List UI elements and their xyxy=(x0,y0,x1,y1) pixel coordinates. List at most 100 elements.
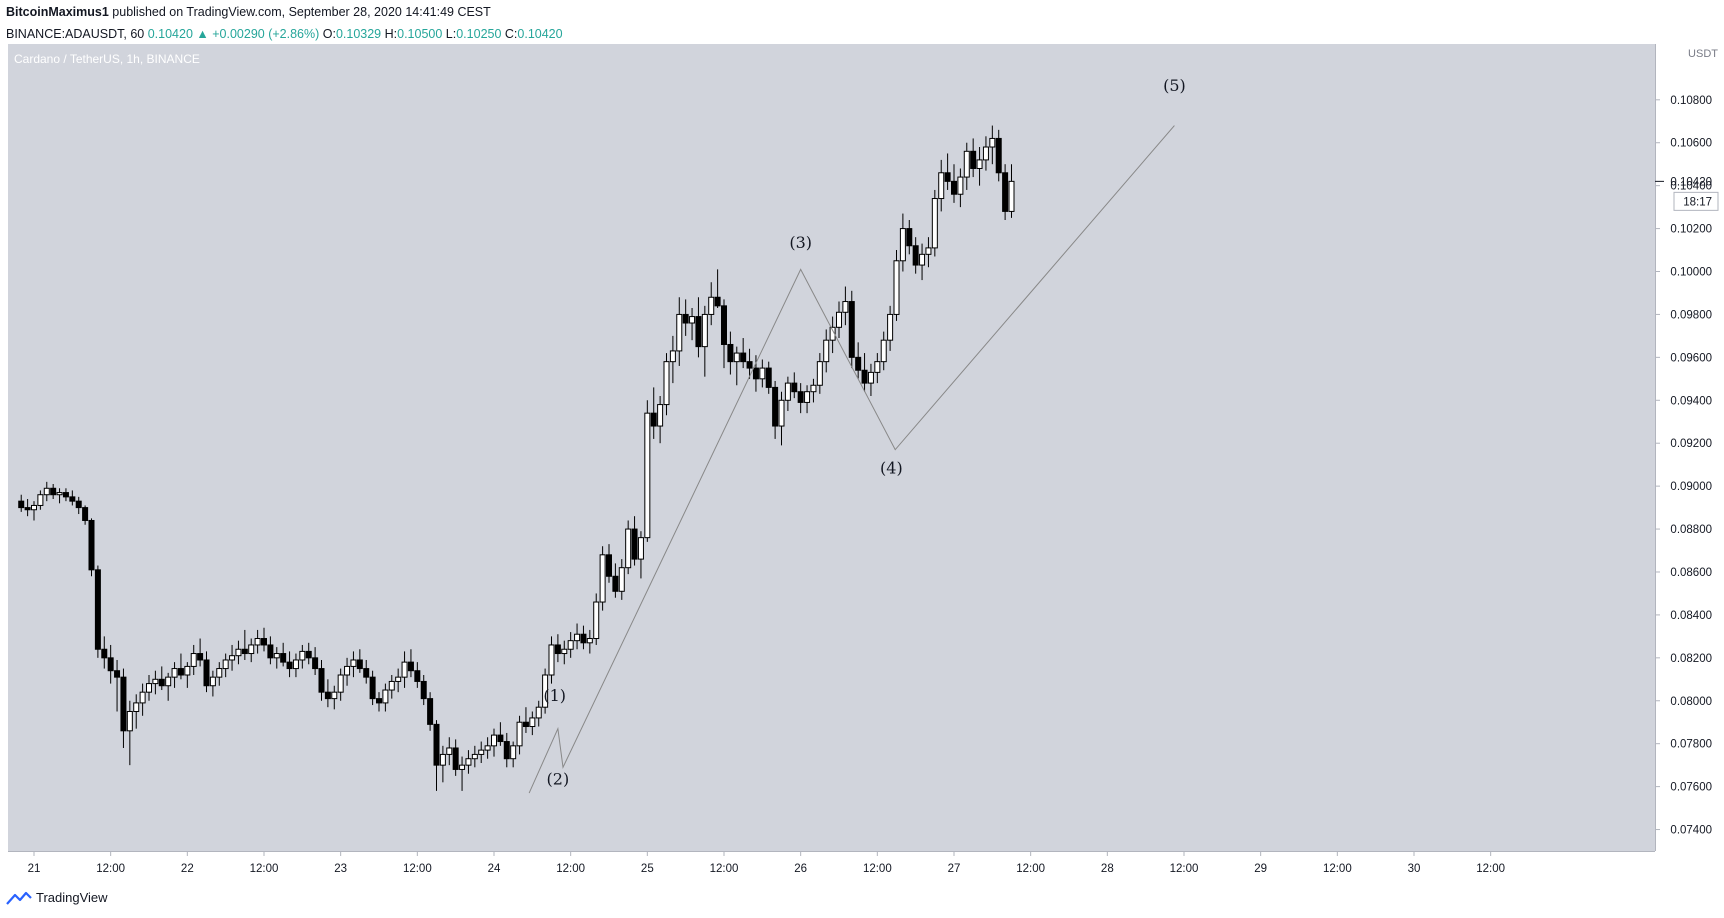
candle-body xyxy=(209,676,216,687)
candle xyxy=(497,722,504,746)
candle-body xyxy=(318,668,325,693)
candle-body xyxy=(925,247,932,255)
chart-title: Cardano / TetherUS, 1h, BINANCE xyxy=(14,52,200,66)
candle xyxy=(382,683,389,712)
candle xyxy=(318,659,325,701)
candle xyxy=(305,642,312,665)
candle xyxy=(970,138,977,178)
candle-body xyxy=(75,500,82,509)
chart-pane[interactable] xyxy=(8,44,1655,851)
candle xyxy=(848,290,855,369)
candle xyxy=(561,640,568,665)
candle xyxy=(388,675,395,699)
candle-body xyxy=(312,657,319,670)
candle xyxy=(350,651,357,678)
candle-body xyxy=(50,487,57,496)
candle xyxy=(772,380,779,439)
candle xyxy=(989,125,996,165)
candle-body xyxy=(682,313,689,324)
candle-body xyxy=(689,316,696,324)
candle xyxy=(465,750,472,774)
price-axis[interactable] xyxy=(1655,44,1724,851)
candle-body xyxy=(542,674,549,708)
candle xyxy=(299,644,306,669)
x-tick-label: 12:00 xyxy=(556,863,585,875)
x-tick-label: 29 xyxy=(1254,863,1267,875)
y-tick-label: 0.09400 xyxy=(1670,395,1712,407)
candle xyxy=(567,632,574,658)
x-tick-label: 12:00 xyxy=(403,863,432,875)
candle xyxy=(107,644,114,684)
candle-body xyxy=(235,648,242,657)
candle-body xyxy=(574,633,581,642)
candle-body xyxy=(331,691,338,700)
candle-body xyxy=(810,384,817,393)
candle xyxy=(401,651,408,688)
candle-body xyxy=(606,554,612,577)
candle xyxy=(446,737,453,766)
x-tick-label: 12:00 xyxy=(1170,863,1199,875)
candle xyxy=(101,636,108,669)
x-tick-label: 12:00 xyxy=(1476,863,1505,875)
time-axis[interactable] xyxy=(8,851,1655,880)
y-tick-label: 0.09800 xyxy=(1670,309,1712,321)
candle-body xyxy=(842,301,849,313)
author-name[interactable]: BitcoinMaximus1 xyxy=(6,5,109,19)
candle xyxy=(733,346,740,386)
candle-body xyxy=(733,352,740,363)
candle xyxy=(471,745,478,768)
candle-body xyxy=(644,412,651,539)
candles-group xyxy=(18,125,1015,791)
candle xyxy=(37,490,44,510)
candle-body xyxy=(337,674,344,693)
candle-body xyxy=(120,676,127,732)
candle xyxy=(248,638,255,663)
candle xyxy=(337,668,344,701)
y-tick-label: 0.09000 xyxy=(1670,481,1712,493)
candle-body xyxy=(414,670,421,682)
candle xyxy=(69,490,76,506)
candle-body xyxy=(452,747,459,770)
candle-body xyxy=(765,367,772,388)
candle-body xyxy=(791,382,798,393)
candle xyxy=(912,237,919,274)
y-tick-label: 0.08400 xyxy=(1670,610,1712,622)
candle xyxy=(510,741,517,768)
candle xyxy=(261,627,267,652)
candle-body xyxy=(107,657,114,672)
y-axis-group: USDT 0.10800 0.10600 0.10400 0.10200 0.10000 0… xyxy=(1655,48,1719,837)
candle-body xyxy=(376,698,382,704)
candle-body xyxy=(701,313,708,348)
candle xyxy=(50,483,57,500)
candle xyxy=(292,653,299,678)
candle-body xyxy=(625,528,632,569)
chart-header: BitcoinMaximus1 published on TradingView… xyxy=(6,4,563,42)
candle-body xyxy=(727,343,734,363)
x-tick-label: 25 xyxy=(641,863,654,875)
candle-body xyxy=(989,137,996,148)
candle-body xyxy=(369,676,376,700)
candle-body xyxy=(510,745,517,760)
candle xyxy=(695,297,702,358)
candle-body xyxy=(938,172,945,200)
tradingview-logo-icon[interactable] xyxy=(6,891,32,905)
candle-body xyxy=(669,350,676,363)
candle-body xyxy=(887,313,894,341)
candle-body xyxy=(944,172,951,182)
candle xyxy=(899,213,906,272)
candle-body xyxy=(752,367,759,380)
footer-brand[interactable]: TradingView xyxy=(36,890,108,905)
candle xyxy=(593,593,600,645)
candle-body xyxy=(395,676,402,682)
high-value: 0.10500 xyxy=(397,27,443,41)
candle-body xyxy=(957,176,964,195)
candle xyxy=(280,642,287,667)
candle-body xyxy=(970,150,977,169)
candle xyxy=(976,147,983,186)
candle xyxy=(599,546,606,611)
x-tick-label: 12:00 xyxy=(250,863,279,875)
candle xyxy=(312,647,319,676)
candle xyxy=(644,400,651,542)
candle xyxy=(82,505,89,525)
candle-body xyxy=(599,554,606,603)
